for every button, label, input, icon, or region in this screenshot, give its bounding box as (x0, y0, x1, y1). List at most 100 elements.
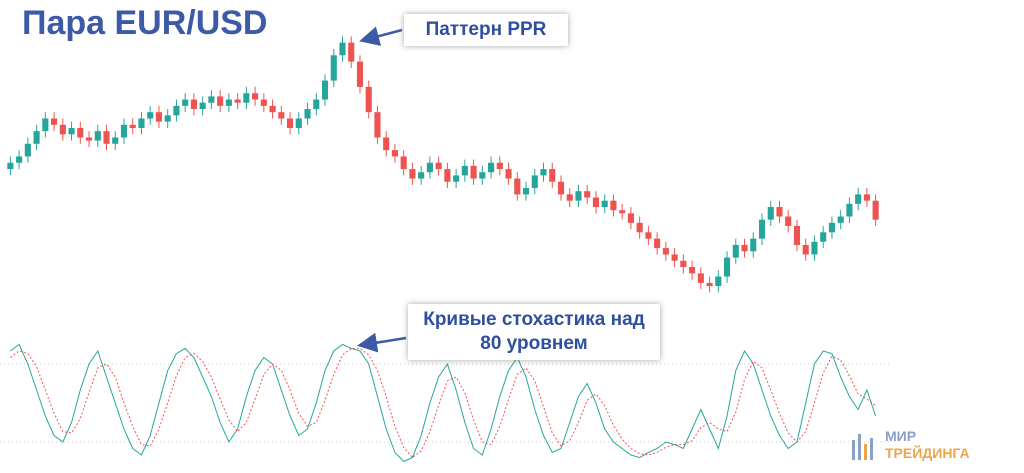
candle-body (59, 124, 66, 135)
candle-body (68, 127, 75, 135)
candle-body (610, 200, 617, 211)
candle-body (51, 118, 58, 125)
candle-body (190, 99, 197, 110)
candle-body (514, 178, 521, 195)
candle-body (94, 131, 101, 141)
candle-body (872, 200, 879, 220)
candle-body (811, 241, 818, 255)
candle-body (706, 282, 713, 287)
candle-body (435, 162, 442, 170)
candle-body (741, 244, 748, 252)
candle-body (488, 162, 495, 173)
callout: Кривые стохастика над 80 уровнем (408, 304, 660, 360)
candle-body (828, 222, 835, 233)
candle-body (321, 80, 329, 100)
stochastic-line (10, 343, 877, 463)
candle-body (383, 137, 390, 151)
candle-body (820, 232, 827, 242)
candle-body (470, 165, 477, 179)
candle-body (234, 99, 241, 103)
candle-body (863, 194, 870, 201)
candle-body (461, 165, 468, 176)
candle-body (16, 156, 23, 163)
candle-body (855, 194, 862, 204)
candle-body (7, 162, 14, 170)
candle-body (138, 118, 145, 128)
candle-body (750, 238, 757, 252)
candle-body (225, 99, 232, 106)
candle-body (566, 194, 573, 201)
candle-body (278, 112, 285, 119)
candle-body (391, 150, 398, 157)
candle-body (444, 169, 451, 182)
candle-body (793, 225, 801, 245)
candle-body (295, 118, 302, 128)
candle-body (33, 131, 40, 144)
candle-body (400, 156, 407, 170)
candle-body (252, 93, 259, 100)
candle-body (645, 232, 652, 239)
candle-body (689, 267, 696, 274)
candle-body (671, 254, 678, 261)
candle-body (120, 124, 128, 138)
candle-body (426, 162, 433, 173)
candle-body (356, 61, 364, 87)
candle-body (199, 102, 206, 110)
candle-body (846, 203, 853, 217)
candle-body (680, 260, 687, 268)
chart-title: Пара EUR/USD (22, 4, 268, 42)
candle-body (286, 118, 294, 128)
candle-body (802, 244, 809, 255)
candle-body (715, 276, 722, 287)
candle-body (549, 169, 556, 182)
candle-body (304, 109, 311, 119)
candle-body (636, 222, 643, 233)
candle-body (758, 219, 766, 239)
candle-body (592, 197, 600, 208)
candle-body (129, 124, 136, 128)
candle-body (776, 207, 783, 217)
candle-body (365, 86, 372, 113)
logo: МИР ТРЕЙДИНГА (885, 428, 970, 462)
candle-body (77, 127, 84, 138)
candle-body (260, 99, 267, 106)
candle-body (540, 169, 547, 176)
candle-body (42, 118, 49, 132)
candle-body (531, 175, 538, 189)
candle-body (522, 188, 530, 195)
candle-body (453, 175, 460, 182)
candle-body (418, 172, 425, 179)
candle-body (313, 99, 320, 110)
candle-body (147, 112, 154, 119)
candle-body (723, 257, 731, 277)
candle-body (85, 137, 93, 141)
candle-body (557, 181, 565, 195)
candle-body (837, 216, 844, 223)
candle-body (217, 96, 224, 106)
callout: Паттерн PPR (404, 14, 568, 46)
candle-body (348, 42, 355, 62)
candle-body (164, 115, 171, 122)
candle-body (24, 143, 31, 157)
candle-body (182, 99, 189, 106)
candle-body (505, 169, 512, 179)
logo-text: ТРЕЙДИНГА (885, 445, 970, 461)
candle-body (732, 244, 739, 258)
candle-body (173, 105, 180, 116)
candle-body (103, 131, 110, 144)
candle-body (479, 172, 486, 179)
candle-body (662, 248, 669, 255)
candle-body (575, 191, 582, 201)
stochastic-line (10, 347, 876, 459)
candle-body (584, 191, 591, 198)
logo-text: МИР (885, 428, 917, 444)
candle-body (269, 105, 276, 113)
candle-body (767, 207, 774, 220)
candle-body (330, 55, 337, 81)
candle-body (339, 42, 346, 56)
candle-body (243, 93, 250, 103)
candle-body (697, 273, 704, 283)
candle-body (374, 112, 381, 138)
